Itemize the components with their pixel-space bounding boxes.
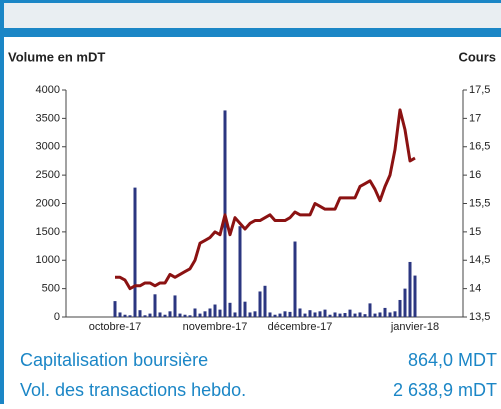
x-tick-label: octobre-17 [89, 321, 142, 333]
bar [288, 311, 292, 317]
bar [408, 261, 412, 317]
bar [143, 315, 147, 317]
y-tick-label: 0 [54, 311, 60, 323]
bar [158, 312, 162, 317]
bar [183, 314, 187, 317]
bar [188, 315, 192, 317]
bar [268, 312, 272, 317]
bar [213, 304, 217, 317]
bar [233, 312, 237, 317]
bar [413, 275, 417, 317]
bar [148, 313, 152, 317]
bar [273, 314, 277, 317]
bar [278, 313, 282, 317]
y2-tick-label: 13,5 [469, 311, 490, 323]
bar [378, 312, 382, 317]
header-band [0, 28, 501, 37]
bar [388, 312, 392, 317]
bar [128, 315, 132, 317]
bar [343, 313, 347, 317]
y2-tick-label: 17 [469, 112, 481, 124]
bar [263, 285, 267, 317]
bar [318, 311, 322, 317]
bar [383, 307, 387, 317]
x-tick-label: novembre-17 [183, 321, 248, 333]
x-tick-label: janvier-18 [390, 321, 439, 333]
y2-tick-label: 15,5 [469, 197, 490, 209]
footer-value: 2 638,9 mDT [393, 380, 497, 400]
bar [113, 301, 117, 317]
bar [248, 312, 252, 317]
bar [203, 311, 207, 317]
bar [138, 310, 142, 317]
y-tick-label: 500 [42, 283, 60, 295]
bar [323, 309, 327, 317]
y-tick-label: 2500 [36, 169, 60, 181]
right-axis-title: Cours [458, 49, 496, 64]
bar [228, 302, 232, 317]
bar [153, 294, 157, 317]
y-tick-label: 2000 [36, 197, 60, 209]
bar [333, 312, 337, 317]
y2-tick-label: 16,5 [469, 141, 490, 153]
bar [133, 187, 137, 317]
bar [348, 309, 352, 317]
bar [398, 299, 402, 317]
y2-tick-label: 14 [469, 283, 481, 295]
y-tick-label: 3500 [36, 112, 60, 124]
y2-tick-label: 17,5 [469, 84, 490, 96]
bar [178, 313, 182, 317]
footer-label: Capitalisation boursière [20, 350, 208, 370]
top-strip [0, 0, 501, 30]
bar [313, 312, 317, 317]
bar [238, 226, 242, 317]
bar [363, 314, 367, 317]
bar [193, 308, 197, 317]
bar [173, 295, 177, 317]
bar [258, 291, 262, 317]
y2-tick-label: 14,5 [469, 254, 490, 266]
bar [373, 313, 377, 317]
bar [338, 313, 342, 317]
bar [328, 314, 332, 317]
bar [123, 314, 127, 317]
bar [298, 308, 302, 317]
bar [163, 314, 167, 317]
bar [168, 311, 172, 317]
bar [218, 309, 222, 317]
bar [198, 313, 202, 317]
bar [303, 313, 307, 317]
bar [118, 312, 122, 317]
y-tick-label: 4000 [36, 84, 60, 96]
footer-value: 864,0 MDT [408, 350, 497, 370]
bar [283, 311, 287, 317]
top-border [0, 0, 501, 3]
bar [368, 303, 372, 317]
y2-tick-label: 15 [469, 226, 481, 238]
y2-tick-label: 16 [469, 169, 481, 181]
left-axis-title: Volume en mDT [8, 49, 105, 64]
bar [403, 288, 407, 317]
y-tick-label: 3000 [36, 141, 60, 153]
bar [393, 311, 397, 317]
bar [208, 308, 212, 317]
bar [243, 301, 247, 317]
left-border [0, 0, 4, 404]
footer-label: Vol. des transactions hebdo. [20, 380, 246, 400]
bar [308, 310, 312, 317]
bar [253, 311, 257, 317]
bar [353, 313, 357, 317]
y-tick-label: 1000 [36, 254, 60, 266]
y-tick-label: 1500 [36, 226, 60, 238]
x-tick-label: décembre-17 [268, 321, 333, 333]
bar [293, 241, 297, 317]
bar [358, 312, 362, 317]
price-line [115, 108, 416, 291]
